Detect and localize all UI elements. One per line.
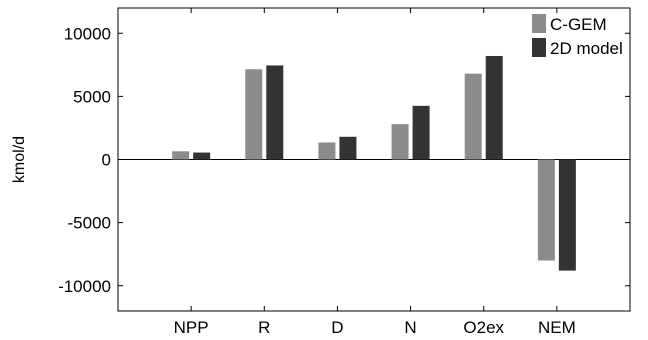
bars [172, 55, 576, 271]
bar-2d-model-npp [193, 152, 211, 160]
y-tick-label: -10000 [58, 277, 111, 296]
bar-c-gem-d [318, 142, 336, 160]
bar-c-gem-o2ex [464, 73, 482, 160]
legend-label: 2D model [550, 39, 623, 58]
bar-c-gem-n [391, 124, 409, 160]
y-tick-label: 5000 [73, 87, 111, 106]
bar-2d-model-r [266, 65, 284, 160]
x-axis: NPP R D N O2ex NEM [174, 8, 576, 337]
bar-2d-model-o2ex [485, 55, 503, 160]
x-tick-label: NPP [174, 318, 209, 337]
legend-label: C-GEM [550, 15, 607, 34]
y-tick-label: -5000 [68, 214, 111, 233]
bar-2d-model-nem [558, 159, 576, 271]
y-axis: 10000 5000 0 -5000 -10000 [58, 24, 630, 296]
x-tick-label: N [404, 318, 416, 337]
y-axis-label: kmol/d [11, 136, 28, 183]
bar-2d-model-d [339, 136, 357, 160]
y-tick-label: 10000 [64, 24, 111, 43]
bar-c-gem-r [245, 69, 263, 160]
x-tick-label: D [331, 318, 343, 337]
legend-swatch [532, 38, 546, 57]
bar-2d-model-n [412, 105, 430, 160]
bar-c-gem-npp [172, 151, 190, 160]
legend: C-GEM 2D model [532, 14, 623, 58]
x-tick-label: O2ex [463, 318, 504, 337]
x-tick-label: R [258, 318, 270, 337]
bar-c-gem-nem [537, 159, 555, 261]
x-tick-label: NEM [538, 318, 576, 337]
legend-swatch [532, 14, 546, 33]
y-tick-label: 0 [102, 151, 111, 170]
